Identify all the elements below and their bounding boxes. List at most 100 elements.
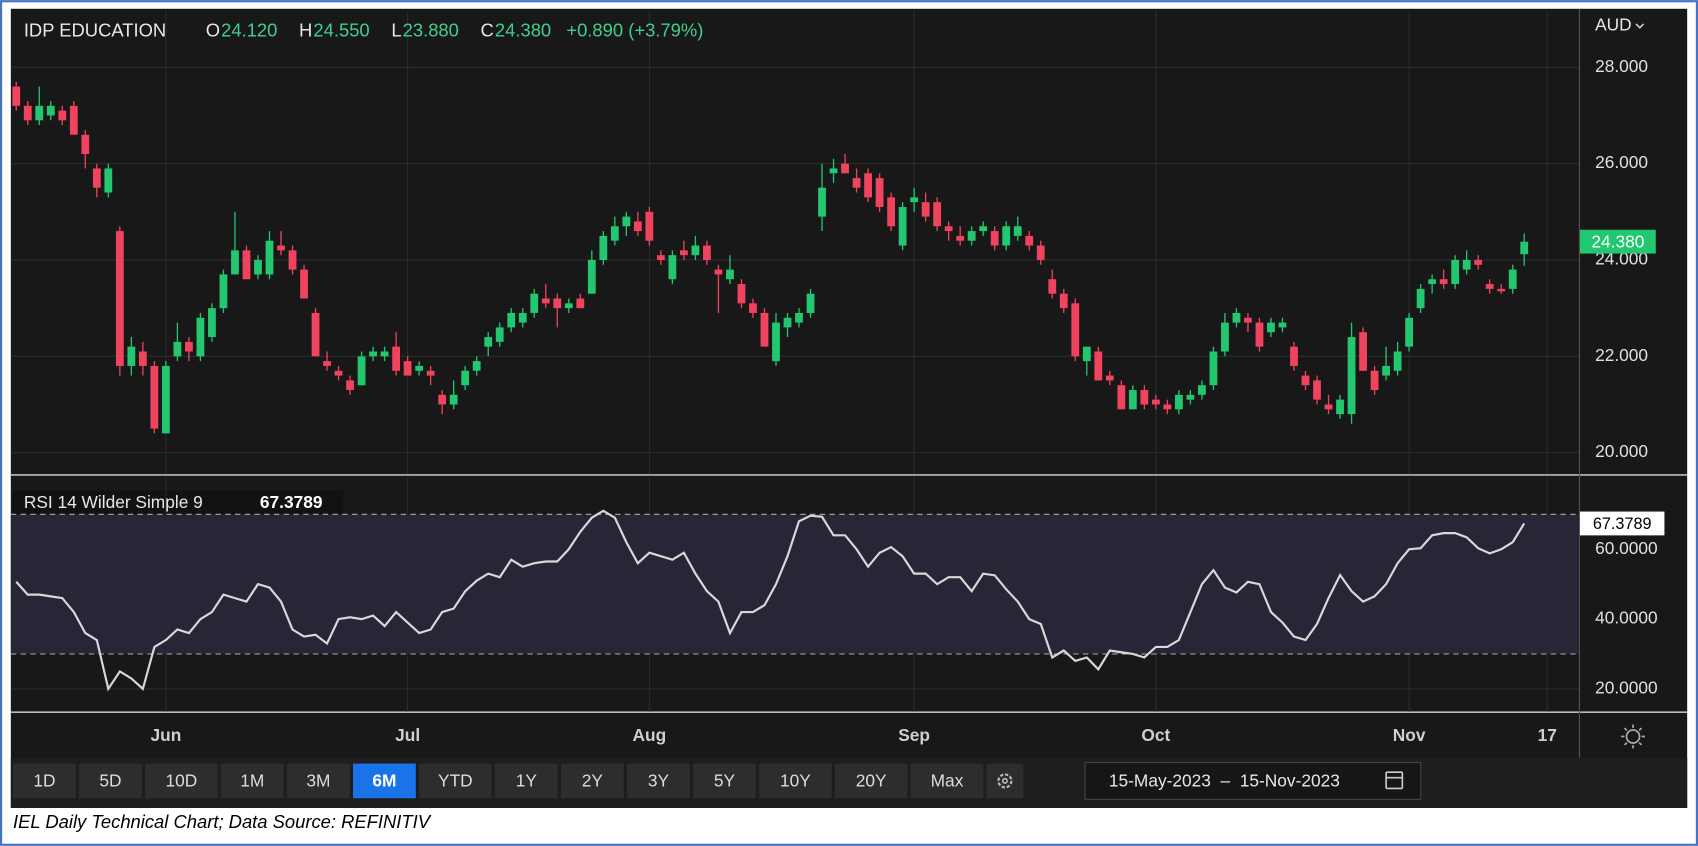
candle-body — [1370, 370, 1379, 391]
candle-body — [231, 250, 239, 275]
range-button[interactable] — [910, 763, 984, 799]
candle-body — [1151, 399, 1160, 405]
range-button-label[interactable]: 3M — [306, 771, 330, 791]
chart-title: IDP EDUCATION — [24, 19, 166, 40]
candle-body — [864, 173, 872, 198]
candle-body — [484, 337, 493, 347]
candle-body — [829, 168, 838, 174]
range-button-label[interactable]: 1D — [33, 771, 55, 791]
candle-body — [795, 312, 803, 323]
y-tick-label: 60.0000 — [1595, 538, 1658, 558]
range-button[interactable] — [12, 763, 76, 799]
rsi-title: RSI 14 Wilder Simple 9 — [24, 492, 203, 512]
range-button-label[interactable]: 20Y — [856, 771, 887, 791]
last-price-box — [1579, 229, 1656, 254]
candle-body — [1439, 279, 1448, 285]
candle-body — [622, 216, 631, 227]
candle-body — [599, 235, 608, 260]
range-button-label[interactable]: Max — [931, 771, 964, 791]
candle-body — [323, 361, 331, 366]
range-button[interactable] — [220, 763, 284, 799]
range-button[interactable] — [759, 763, 832, 799]
ohlc-key: H — [299, 19, 312, 40]
candle-body — [921, 202, 930, 217]
candle-body — [1497, 288, 1506, 292]
candle-body — [587, 259, 596, 294]
settings-button[interactable] — [986, 763, 1024, 799]
candle-body — [1013, 226, 1022, 236]
candle-body — [380, 351, 389, 357]
candle-body — [23, 105, 32, 121]
range-button-label[interactable]: 2Y — [582, 771, 604, 791]
date-range-box[interactable] — [1084, 761, 1422, 800]
range-button-label[interactable]: 5Y — [714, 771, 736, 791]
candle-body — [461, 370, 470, 386]
ohlc-value: 24.550 — [313, 19, 369, 40]
y-tick-label: 22.000 — [1595, 345, 1648, 365]
candle-body — [541, 298, 550, 304]
candle-body — [1462, 259, 1471, 270]
last-value-box — [1579, 511, 1665, 536]
candle-body — [656, 255, 665, 260]
range-button[interactable] — [79, 763, 142, 799]
candle-body — [1416, 288, 1425, 309]
range-button-label[interactable]: 10D — [166, 771, 198, 791]
candle-body — [1313, 380, 1321, 400]
candle-body — [990, 231, 999, 246]
candle-body — [403, 361, 412, 376]
settings-icon[interactable] — [1621, 724, 1645, 749]
range-button-label[interactable]: 1Y — [516, 771, 538, 791]
range-button-label[interactable]: 10Y — [780, 771, 811, 791]
candle-body — [127, 346, 136, 366]
range-button[interactable] — [627, 763, 690, 799]
range-button[interactable] — [693, 763, 756, 799]
candle-body — [288, 250, 297, 270]
candle-body — [208, 308, 216, 338]
range-button[interactable] — [494, 763, 558, 799]
candle-body — [161, 365, 170, 434]
candle-body — [1244, 317, 1252, 323]
range-button[interactable] — [286, 763, 350, 799]
candle-body — [1082, 346, 1091, 362]
ohlc-value: 24.120 — [221, 19, 277, 40]
candle-body — [46, 105, 55, 116]
settings-gear-hub — [1001, 777, 1008, 784]
range-button[interactable] — [834, 763, 908, 799]
candle-body — [933, 202, 942, 227]
candle-body — [1232, 312, 1241, 323]
range-button[interactable] — [560, 763, 624, 799]
candle-body — [772, 322, 780, 362]
settings-gear — [997, 773, 1013, 789]
range-button-label[interactable]: 1M — [240, 771, 264, 791]
candle-body — [1359, 332, 1367, 371]
rsi-legend-background — [12, 490, 344, 518]
date-range: 15-May-2023 – 15-Nov-2023 — [1109, 771, 1340, 791]
candle-body — [944, 226, 953, 232]
y-tick-label: 40.0000 — [1595, 608, 1658, 628]
candle-body — [691, 245, 700, 256]
range-button-label[interactable]: 5D — [99, 771, 121, 791]
candle-body — [1278, 322, 1287, 328]
candle-body — [668, 255, 677, 280]
range-button[interactable] — [353, 763, 416, 799]
candle-body — [680, 250, 688, 256]
candle-body — [1520, 241, 1529, 255]
currency: AUD — [1595, 15, 1632, 35]
range-button-label[interactable]: 6M — [372, 771, 396, 791]
caption: IEL Daily Technical Chart; Data Source: … — [13, 811, 432, 832]
range-button[interactable] — [419, 763, 492, 799]
candle-body — [1290, 346, 1298, 366]
range-button-label[interactable]: 3Y — [648, 771, 670, 791]
candle-body — [898, 206, 907, 246]
candle-body — [887, 197, 896, 227]
range-button-label[interactable]: YTD — [438, 771, 473, 791]
range-button[interactable] — [145, 763, 218, 799]
last-value-label: 67.3789 — [1593, 515, 1652, 533]
candle-body — [714, 269, 723, 275]
candle-body — [1336, 399, 1344, 415]
candle-body — [956, 235, 965, 241]
candle-body — [1105, 375, 1114, 381]
candle-body — [1405, 317, 1414, 347]
y-tick-label: 20.000 — [1595, 441, 1648, 461]
